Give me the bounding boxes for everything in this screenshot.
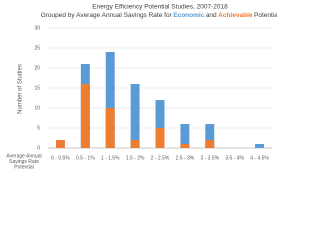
- subtitle-part: and: [206, 12, 217, 19]
- subtitle-part: Grouped by Average Annual Savings Rate f…: [41, 12, 173, 19]
- x-axis-label: Average Annual: [6, 153, 41, 159]
- x-tick-label: 2.5 - 3%: [176, 155, 195, 161]
- y-tick-label: 5: [37, 125, 40, 131]
- x-tick-label: 1 - 1.5%: [101, 155, 120, 161]
- x-tick-label: 0 - 0.5%: [51, 155, 70, 161]
- page: Energy Efficiency Potential Studies, 200…: [6, 3, 277, 171]
- y-axis-label: Number of Studies: [18, 64, 24, 114]
- x-tick-label: 0.5 - 1%: [76, 155, 95, 161]
- chart: Energy Efficiency Potential Studies, 200…: [6, 4, 277, 171]
- x-tick-label: 3 - 3.5%: [200, 155, 219, 161]
- y-tick-label: 15: [34, 85, 40, 91]
- x-tick-label: 1.5 - 2%: [126, 155, 145, 161]
- x-tick-label: 2 - 2.5%: [151, 155, 170, 161]
- y-tick-label: 30: [34, 25, 40, 31]
- subtitle-part: Achievable: [218, 12, 253, 19]
- bar: [55, 140, 65, 148]
- bar: [205, 124, 215, 148]
- bar: [205, 140, 215, 148]
- subtitle-part: Potential: [254, 12, 277, 19]
- bar: [180, 144, 190, 148]
- bar: [255, 144, 265, 148]
- y-tick-label: 0: [37, 145, 40, 151]
- bar: [105, 52, 115, 148]
- y-tick-label: 10: [34, 105, 40, 111]
- x-tick-label: 3.5 - 4%: [225, 155, 244, 161]
- y-tick-label: 20: [34, 65, 40, 71]
- chart-title: Energy Efficiency Potential Studies, 200…: [92, 4, 228, 11]
- x-axis-label: Potential: [14, 164, 33, 170]
- bar: [105, 108, 115, 148]
- x-axis-label: Savings Rate: [9, 159, 39, 165]
- subtitle-part: Economic: [173, 12, 204, 19]
- y-tick-label: 25: [34, 45, 40, 51]
- chart-subtitle: Grouped by Average Annual Savings Rate f…: [41, 12, 277, 19]
- bar: [130, 84, 140, 148]
- x-tick-label: 4 - 4.5%: [250, 155, 269, 161]
- bar: [130, 140, 140, 148]
- bar: [155, 128, 165, 148]
- bar: [180, 124, 190, 148]
- bar: [80, 84, 90, 148]
- bar: [155, 100, 165, 148]
